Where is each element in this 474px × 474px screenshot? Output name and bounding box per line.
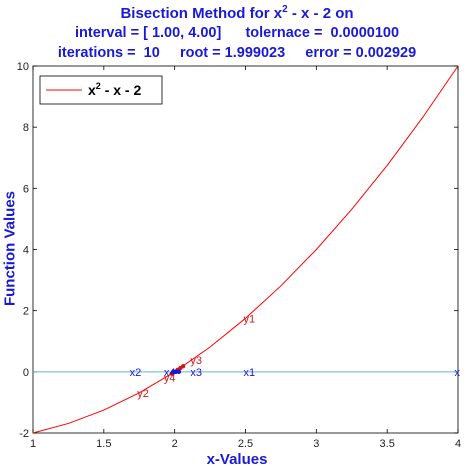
y-iterate-label: y1 (244, 313, 256, 325)
y-axis-label: Function Values (1, 190, 19, 307)
series-line (32, 65, 459, 434)
y-tick-label: 2 (23, 306, 29, 318)
y-iterate-label: y3 (190, 355, 202, 367)
y-iterate-label: y2 (137, 388, 149, 400)
x-tick-label: 3 (313, 438, 319, 450)
title-text: Bisection Method for x (120, 5, 283, 22)
y-iterate-label: y4 (164, 372, 176, 384)
title-rest: - x - 2 on (287, 5, 354, 22)
x-iterate-label: x (455, 367, 461, 379)
x-iterate-label: x3 (190, 367, 202, 379)
x-iterate-label: x4 (164, 367, 176, 379)
x-tick-label: 2.5 (238, 438, 253, 450)
x-iterate-label: x1 (244, 367, 256, 379)
x-iterate-label: x2 (130, 367, 142, 379)
x-axis-label: x-Values (206, 451, 268, 468)
x-tick-label: 1 (30, 438, 36, 450)
x-tick-label: 4 (455, 438, 461, 450)
y-tick-label: 8 (23, 122, 29, 134)
chart-title-line-1: Bisection Method for x2 - x - 2 on (0, 4, 474, 22)
root-cluster-marker-x (176, 369, 182, 375)
x-tick-label: 3.5 (380, 438, 395, 450)
y-tick-label: 4 (23, 245, 29, 257)
root-cluster-marker (180, 364, 186, 369)
x-tick-label: 1.5 (96, 438, 111, 450)
chart-title-line-3: iterations = 10 root = 1.999023 error = … (57, 45, 417, 61)
legend-label: x2 - x - 2 (88, 81, 141, 98)
y-tick-label: -2 (19, 428, 29, 440)
title-superscript: 2 (282, 4, 288, 15)
y-tick-label: 6 (23, 183, 29, 195)
y-tick-label: 0 (23, 367, 29, 379)
x-tick-label: 2 (172, 438, 178, 450)
chart-title-line-2: interval = [ 1.00, 4.00] tolernace = 0.0… (74, 25, 400, 41)
y-tick-label: 10 (17, 61, 29, 73)
